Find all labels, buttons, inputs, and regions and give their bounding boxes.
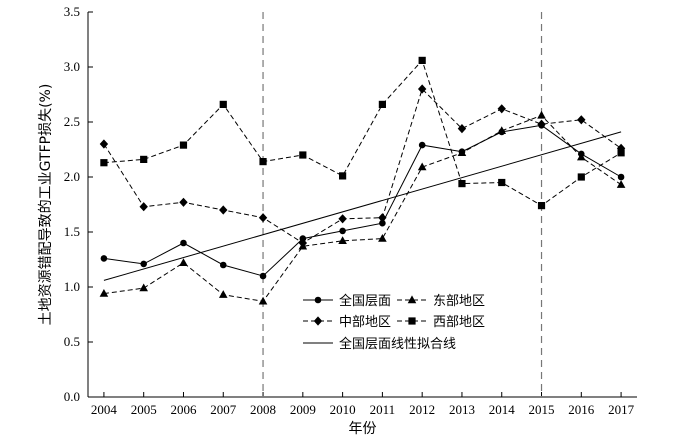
data-point-national: [180, 239, 187, 247]
x-tick-label: 2008: [250, 402, 276, 417]
x-tick-label: 2011: [370, 402, 396, 417]
series-line-west: [103, 59, 622, 207]
y-tick-label: 3.5: [64, 4, 80, 19]
data-point-east: [139, 283, 148, 292]
data-point-west: [100, 159, 108, 167]
data-point-central: [378, 213, 387, 223]
data-point-national: [259, 272, 267, 280]
data-point-central: [537, 119, 546, 129]
legend-label-west: 西部地区: [433, 315, 485, 330]
data-point-east: [378, 234, 387, 242]
data-point-west: [458, 180, 466, 188]
data-point-east: [258, 296, 268, 305]
data-point-central: [577, 115, 586, 125]
series-line-national: [103, 124, 622, 277]
data-point-west: [498, 178, 506, 187]
data-point-central: [497, 104, 506, 114]
x-tick-label: 2004: [91, 402, 118, 417]
x-tick-label: 2009: [290, 402, 316, 417]
data-point-central: [219, 205, 228, 215]
data-point-east: [417, 162, 427, 171]
legend-marker-west: [408, 317, 416, 325]
legend-label-east: 东部地区: [433, 294, 485, 309]
data-point-west: [378, 100, 386, 108]
y-tick-label: 1.0: [64, 279, 80, 294]
data-point-east: [577, 152, 586, 161]
y-tick-label: 2.5: [64, 114, 80, 129]
y-tick-label: 2.0: [64, 169, 80, 184]
data-point-central: [298, 238, 308, 248]
x-tick-label: 2014: [489, 402, 516, 417]
data-point-central: [457, 124, 467, 134]
data-point-central: [338, 214, 347, 224]
x-tick-label: 2016: [568, 402, 595, 417]
data-point-national: [140, 260, 147, 268]
data-point-west: [339, 172, 347, 180]
data-point-east: [497, 126, 507, 134]
y-tick-label: 3.0: [64, 59, 80, 74]
data-point-central: [139, 202, 148, 212]
data-point-west: [140, 155, 148, 163]
data-point-west: [179, 141, 188, 149]
data-point-east: [338, 236, 347, 244]
series-line-central: [103, 88, 622, 244]
data-point-west: [537, 202, 546, 210]
data-point-central: [258, 213, 268, 223]
y-tick-label: 0.0: [64, 389, 80, 404]
data-point-central: [179, 197, 188, 207]
legend-label-national-fit: 全国层面线性拟合线: [339, 336, 456, 352]
data-point-national: [379, 219, 386, 227]
legend-marker-national: [314, 296, 322, 304]
legend-label-national: 全国层面: [339, 293, 391, 309]
series-line-national-fit: [103, 131, 622, 281]
x-tick-label: 2005: [131, 402, 157, 417]
data-point-national: [219, 261, 227, 269]
data-point-national: [418, 141, 426, 149]
x-axis-title: 年份: [349, 421, 377, 437]
data-point-west: [577, 173, 585, 181]
data-point-national: [339, 227, 346, 235]
data-point-west: [299, 151, 307, 159]
data-point-central: [99, 139, 109, 149]
data-point-west: [219, 100, 227, 108]
data-point-national: [100, 255, 108, 262]
data-point-east: [537, 110, 546, 119]
data-point-east: [179, 258, 188, 266]
x-tick-label: 2012: [409, 402, 435, 417]
legend-label-central: 中部地区: [339, 315, 391, 330]
x-tick-label: 2006: [170, 402, 197, 417]
data-point-west: [259, 158, 267, 166]
data-point-west: [617, 149, 625, 157]
data-point-east: [616, 180, 626, 188]
data-point-central: [417, 84, 427, 94]
y-tick-label: 0.5: [64, 334, 80, 349]
x-tick-label: 2017: [608, 402, 635, 417]
y-tick-label: 1.5: [64, 224, 80, 239]
data-point-east: [99, 289, 109, 297]
data-point-west: [418, 56, 426, 64]
x-tick-label: 2007: [210, 402, 237, 417]
x-tick-label: 2015: [529, 402, 555, 417]
y-axis-title: 土地资源错配导致的工业GTFP损失(%): [38, 84, 54, 326]
data-point-national: [617, 173, 625, 181]
x-tick-label: 2010: [330, 402, 356, 417]
data-point-east: [457, 148, 467, 156]
x-tick-label: 2013: [449, 402, 475, 417]
legend-marker-central: [313, 316, 323, 326]
legend-marker-east: [407, 295, 417, 304]
series-line-east: [103, 114, 622, 302]
data-point-east: [218, 290, 228, 298]
